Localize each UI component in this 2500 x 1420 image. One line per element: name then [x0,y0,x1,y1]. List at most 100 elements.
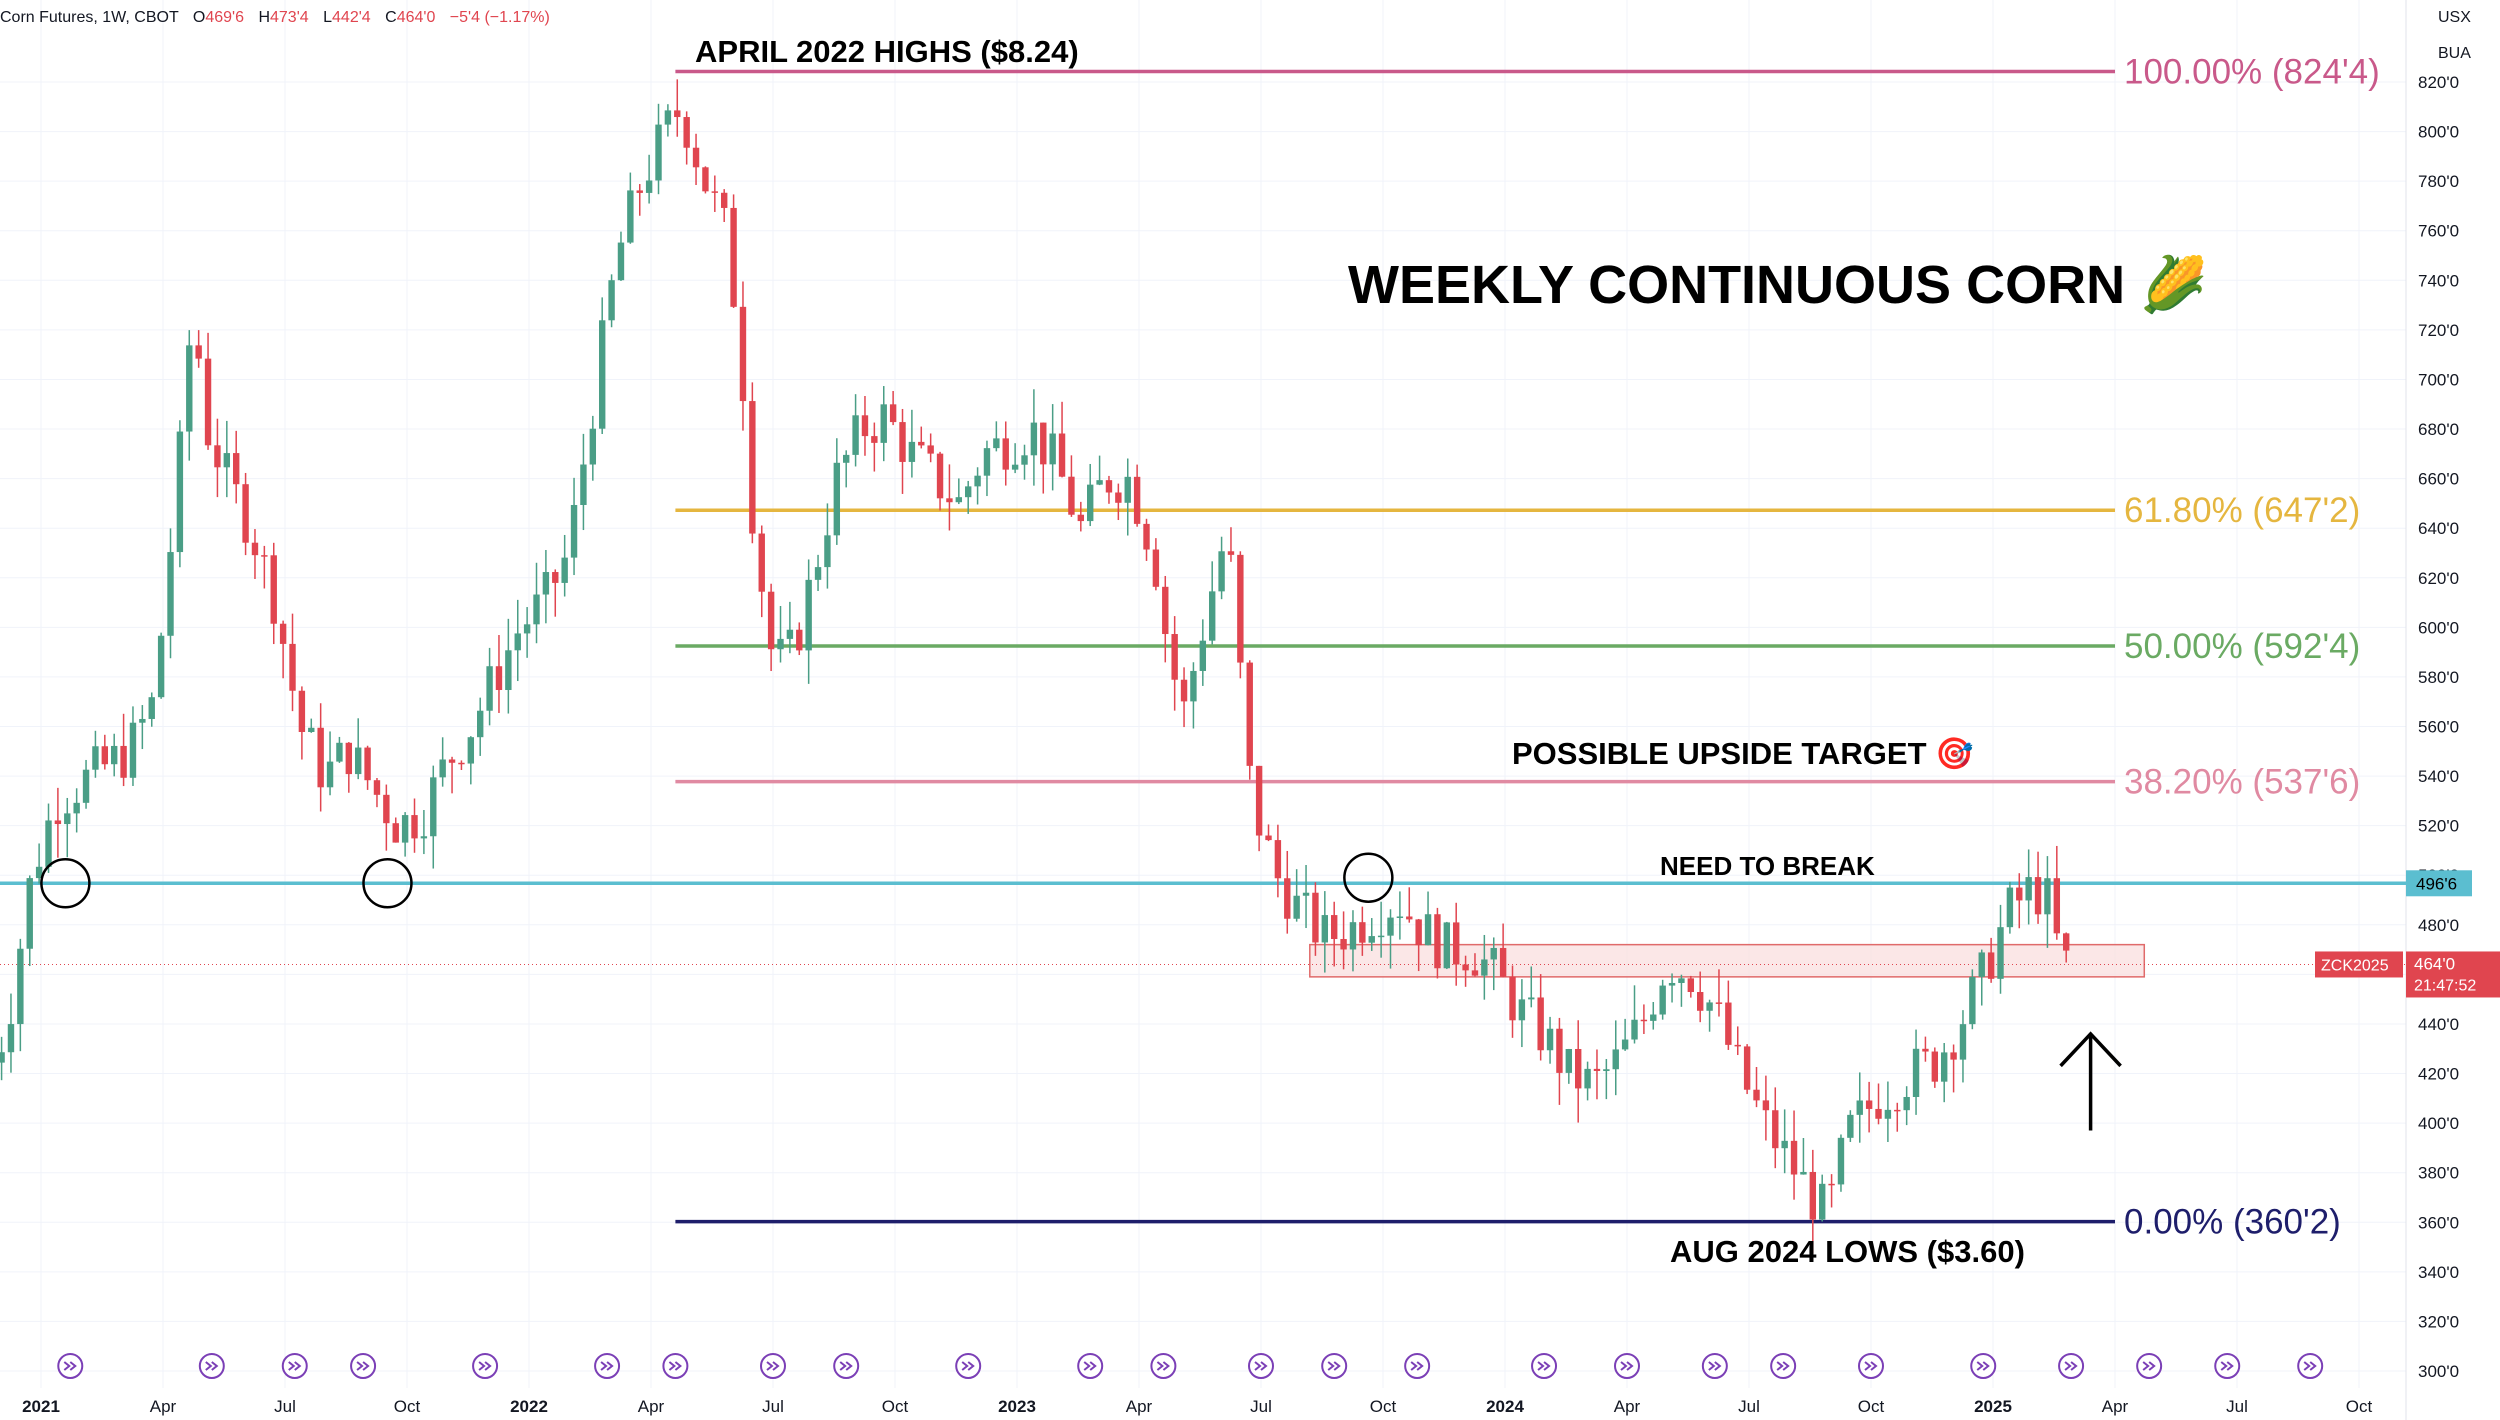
candle[interactable] [176,420,184,568]
candle[interactable] [355,718,362,780]
candle[interactable] [965,480,972,514]
candle[interactable] [955,478,963,505]
candle[interactable] [1687,975,1695,998]
candle[interactable] [64,797,71,858]
candle[interactable] [880,386,887,462]
candle[interactable] [655,103,662,195]
candle[interactable] [1650,1002,1657,1030]
candle[interactable] [608,274,615,328]
candle[interactable] [0,1036,5,1081]
candle[interactable] [401,812,409,857]
candle[interactable] [542,549,550,624]
candle[interactable] [814,554,822,591]
candle[interactable] [983,440,991,497]
candle[interactable] [1884,1081,1892,1142]
candle[interactable] [1734,1026,1741,1056]
event-icon[interactable] [662,1353,689,1379]
candle[interactable] [1227,527,1235,562]
candle[interactable] [1105,475,1113,504]
candle[interactable] [45,803,52,873]
candle[interactable] [702,166,709,194]
candle[interactable] [552,569,559,617]
candle[interactable] [824,503,831,589]
event-icon[interactable] [198,1353,225,1379]
candle[interactable] [1546,1016,1554,1064]
candle[interactable] [936,451,944,511]
candle[interactable] [1950,1044,1957,1093]
candle[interactable] [1058,401,1066,478]
candle[interactable] [927,433,934,463]
candle[interactable] [674,79,681,137]
candle[interactable] [373,777,381,808]
candle[interactable] [1087,463,1094,527]
candle[interactable] [533,562,540,644]
event-icon[interactable] [1150,1353,1177,1379]
candle[interactable] [1481,934,1488,1000]
candle[interactable] [739,281,747,431]
candle[interactable] [251,529,259,579]
candle[interactable] [1462,955,1469,987]
candle[interactable] [477,697,484,756]
candle[interactable] [1856,1072,1863,1143]
candle[interactable] [1049,404,1056,491]
candle[interactable] [1715,969,1723,1017]
candle[interactable] [54,787,62,858]
candle[interactable] [1931,1047,1939,1088]
candle[interactable] [2006,881,2014,934]
candle[interactable] [627,172,634,244]
candle[interactable] [711,175,719,212]
candle[interactable] [1865,1081,1873,1133]
candle[interactable] [1096,455,1103,486]
candle[interactable] [730,194,737,308]
candle[interactable] [1171,616,1178,711]
candle[interactable] [1743,1044,1751,1095]
candle[interactable] [505,618,512,714]
candle[interactable] [1443,921,1451,970]
candle[interactable] [1237,551,1244,679]
event-icon[interactable] [833,1353,860,1379]
candle[interactable] [298,686,306,760]
candle[interactable] [1941,1043,1948,1103]
candle[interactable] [1349,910,1357,972]
candle[interactable] [1068,455,1075,517]
candle[interactable] [899,408,906,494]
candle[interactable] [1218,536,1225,600]
candle[interactable] [1143,518,1150,561]
candle[interactable] [1509,965,1516,1038]
candle[interactable] [448,756,456,794]
candle[interactable] [1209,561,1216,645]
candle[interactable] [692,133,700,185]
candle[interactable] [1133,464,1141,527]
candle[interactable] [1396,891,1404,940]
candle[interactable] [1997,904,2004,994]
candle[interactable] [111,733,118,777]
candle[interactable] [486,647,493,726]
candle[interactable] [242,472,249,556]
candle[interactable] [1453,902,1460,986]
candle[interactable] [805,559,812,684]
candle[interactable] [73,788,80,833]
event-icon[interactable] [760,1353,786,1379]
candle[interactable] [1011,443,1019,474]
event-icon[interactable] [1858,1353,1884,1379]
candle[interactable] [1115,483,1122,521]
candle[interactable] [1312,882,1319,956]
candle[interactable] [1593,1049,1601,1100]
candle[interactable] [1565,1048,1573,1084]
candle[interactable] [1781,1109,1788,1174]
event-icon[interactable] [57,1353,84,1379]
event-icon[interactable] [1614,1353,1640,1379]
candle[interactable] [317,703,324,812]
candle[interactable] [139,705,146,750]
candle[interactable] [1969,969,1976,1030]
event-icon[interactable] [2214,1353,2241,1379]
candle[interactable] [1575,1020,1582,1123]
candle[interactable] [1255,765,1263,852]
candle[interactable] [758,525,765,618]
candle[interactable] [1387,909,1394,969]
candle[interactable] [1124,458,1131,536]
event-icon[interactable] [955,1353,982,1379]
candle[interactable] [1265,824,1272,842]
candle[interactable] [1556,1017,1563,1105]
candle[interactable] [1377,901,1385,958]
